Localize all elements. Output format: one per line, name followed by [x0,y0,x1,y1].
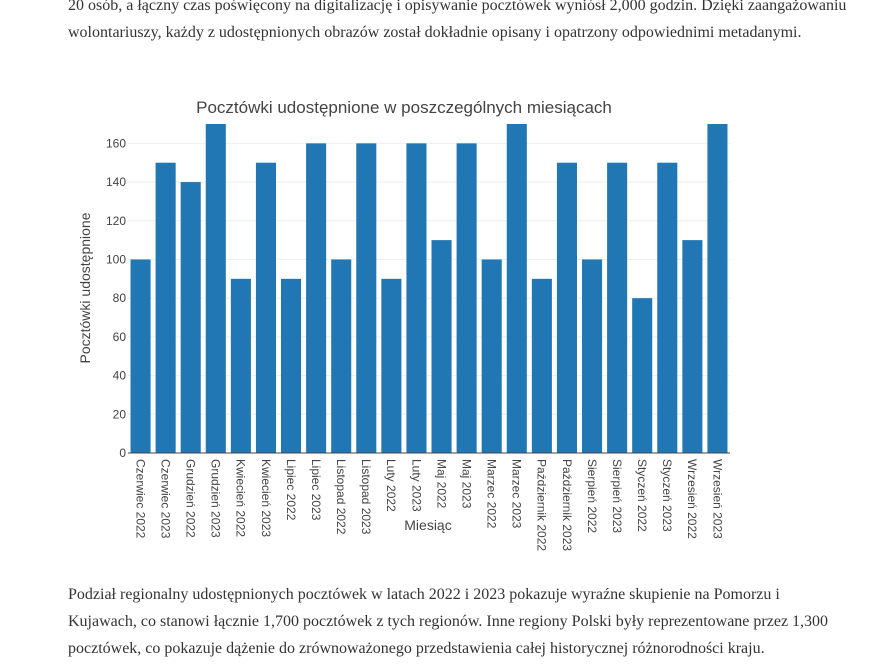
x-tick-label: Październik 2022 [535,459,549,551]
bar [331,259,352,453]
paragraph-bottom: Podział regionalny udostępnionych pocztó… [68,586,829,657]
bar [707,124,728,453]
chart-title: Pocztówki udostępnione w poszczególnych … [196,98,612,117]
bar [230,278,251,453]
bar [281,278,302,453]
x-tick-label: Maj 2023 [459,459,473,509]
bars [130,124,728,453]
bar [632,298,653,453]
x-tick-label: Marzec 2023 [510,459,524,529]
bar [356,143,377,453]
bar [682,240,703,453]
bar [431,240,452,453]
bar [582,259,603,453]
y-tick-label: 80 [113,291,127,305]
x-tick-label: Lipiec 2023 [309,459,323,521]
y-tick-label: 160 [106,136,126,150]
x-tick-label: Grudzień 2023 [209,459,223,538]
bar [130,259,151,453]
x-tick-label: Styczeń 2022 [635,459,649,532]
x-tick-label: Sierpień 2023 [610,459,624,533]
bar [556,162,577,453]
bar [456,143,477,453]
x-tick-label: Wrzesień 2023 [710,459,724,539]
x-tick-label: Luty 2022 [384,459,398,512]
y-tick-label: 100 [106,252,126,266]
bar [506,124,527,453]
x-tick-label: Październik 2023 [560,459,574,551]
bar [531,278,552,453]
y-tick-label: 120 [106,214,126,228]
x-axis-label: Miesiąc [404,517,451,533]
x-tick-label: Grudzień 2022 [184,459,198,538]
x-tick-label: Lipiec 2022 [284,459,298,521]
y-axis-ticks: 0 20 40 60 80 100 120 140 160 [106,136,126,460]
x-tick-label: Kwiecień 2023 [259,459,273,537]
x-tick-label: Kwiecień 2022 [234,459,248,537]
x-tick-label: Sierpień 2022 [585,459,599,533]
bar [205,124,226,453]
bar [406,143,427,453]
x-tick-label: Marzec 2022 [485,459,499,529]
bar [657,162,678,453]
grid-lines [128,142,730,415]
y-tick-label: 0 [119,446,126,460]
x-tick-label: Luty 2023 [409,459,423,512]
y-axis-label: Pocztówki udostępnione [77,212,93,363]
x-tick-label: Czerwiec 2022 [133,459,147,539]
y-tick-label: 40 [113,369,127,383]
bar-chart: Pocztówki udostępnione w poszczególnych … [77,98,730,551]
y-tick-label: 20 [113,407,127,421]
y-tick-label: 140 [106,175,126,189]
x-tick-label: Czerwiec 2023 [158,459,172,539]
bar [180,182,201,453]
x-axis-ticks: Czerwiec 2022 Czerwiec 2023 Grudzień 2022 G… [133,459,724,551]
bar [607,162,628,453]
x-tick-label: Listopad 2022 [334,459,348,535]
bar [481,259,502,453]
bar [155,162,176,453]
bar [306,143,327,453]
x-tick-label: Listopad 2023 [359,459,373,535]
bar [255,162,276,453]
x-tick-label: Wrzesień 2022 [685,459,699,539]
paragraph-top: 20 osób, a łączny czas poświęcony na dig… [68,0,847,41]
y-tick-label: 60 [113,330,127,344]
x-tick-label: Styczeń 2023 [660,459,674,532]
x-tick-label: Maj 2022 [434,459,448,509]
bar [381,278,402,453]
